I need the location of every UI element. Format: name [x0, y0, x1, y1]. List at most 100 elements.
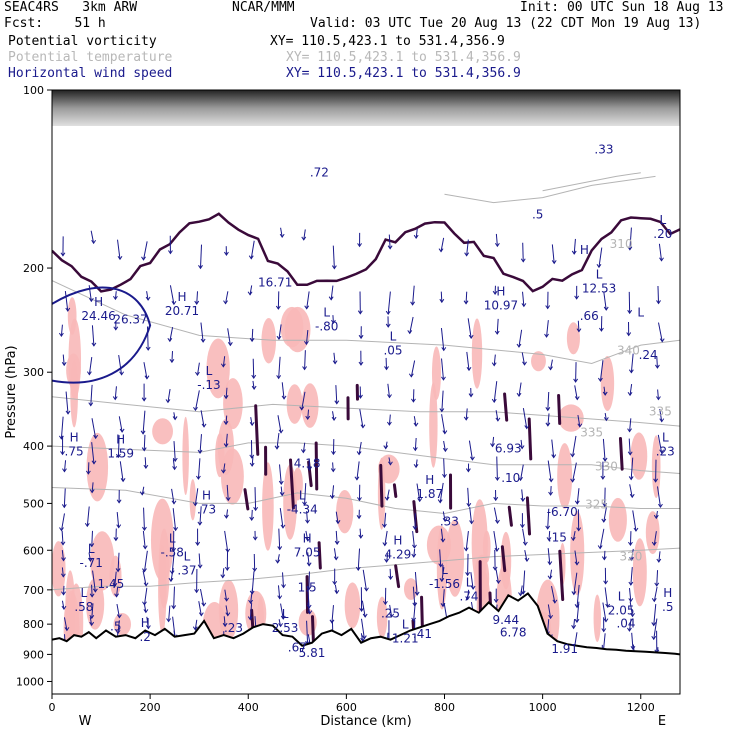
wind-vector: [91, 418, 97, 439]
theta-contour-310: [444, 175, 656, 204]
wind-vector: [493, 507, 498, 524]
wind-vector: [440, 291, 443, 303]
wind-vector-head: [249, 462, 255, 467]
wind-vector: [146, 616, 149, 629]
hl-marker: H: [580, 243, 589, 257]
wind-vector: [172, 508, 177, 531]
wind-vector-head: [114, 593, 119, 598]
hl-value: .75: [65, 445, 84, 459]
wind-vector-head: [387, 394, 392, 399]
wind-vector: [61, 600, 65, 610]
theta-label: 340: [617, 343, 640, 357]
wind-vector-head: [299, 406, 305, 411]
wind-vector-head: [194, 300, 200, 305]
wind-vector: [250, 240, 255, 259]
wind-vector-head: [142, 568, 147, 573]
wind-vector: [520, 585, 523, 596]
wind-vector: [171, 488, 175, 504]
x-tick-label: 400: [238, 701, 259, 714]
wind-vector-head: [60, 451, 65, 456]
pv-positive-patch: [150, 498, 174, 582]
wind-vector-head: [442, 517, 448, 523]
pv-high-contour: [507, 505, 513, 527]
wind-vector-head: [193, 406, 198, 412]
wind-vector: [415, 228, 418, 239]
wind-vector: [413, 602, 416, 621]
wind-vector: [308, 571, 310, 590]
wind-vector-head: [112, 396, 118, 401]
wind-vector-head: [388, 575, 394, 580]
wind-vector: [307, 602, 311, 614]
wind-vector-head: [169, 358, 175, 364]
pv-high-contour: [500, 545, 507, 573]
wind-vector-head: [653, 478, 659, 483]
hl-marker: H: [663, 586, 672, 600]
wind-vector-head: [439, 577, 445, 583]
wind-vector: [144, 457, 147, 469]
wind-vector-head: [142, 526, 147, 531]
hl-value: .5: [532, 208, 543, 222]
hl-marker: H: [303, 532, 312, 546]
wind-vector-head: [442, 430, 448, 435]
pv-positive-patch: [90, 531, 115, 591]
x-tick-label: 600: [336, 701, 357, 714]
wind-vector: [169, 285, 175, 305]
wind-vector: [223, 616, 226, 627]
theta-contour-330: [52, 442, 680, 474]
wind-vector-head: [651, 622, 657, 627]
wind-vector: [522, 408, 528, 429]
wind-vector-head: [65, 307, 71, 312]
wind-vector: [143, 434, 146, 451]
header-center: NCAR/MMM: [232, 0, 295, 15]
wind-vector: [551, 586, 556, 603]
wind-vector-head: [547, 575, 553, 580]
wind-vector: [603, 550, 606, 560]
wind-vector: [416, 483, 421, 502]
hl-value: .25: [381, 607, 400, 621]
hl-value: 1.91: [551, 642, 578, 656]
wind-vector-head: [544, 333, 549, 338]
hl-value: .73: [197, 502, 216, 516]
wind-vector-head: [413, 463, 419, 469]
pv-high-contour: [618, 436, 624, 471]
wind-vector: [118, 355, 123, 375]
wind-vector: [276, 433, 280, 449]
wind-vector: [143, 587, 148, 605]
wind-vector-head: [61, 557, 66, 562]
wind-vector: [142, 570, 147, 586]
wind-vector-head: [358, 361, 364, 366]
wind-vector-head: [249, 454, 255, 459]
wind-vector-head: [627, 451, 633, 456]
wind-vector: [252, 380, 255, 390]
wind-vector-head: [305, 519, 310, 524]
wind-vector-head: [628, 581, 634, 586]
pv-positive-patch: [376, 596, 388, 638]
theta-contour-315: [542, 172, 641, 192]
pv-positive-patch: [280, 306, 304, 348]
wind-vector-head: [574, 396, 580, 401]
hl-marker: H: [496, 284, 505, 298]
wind-vector: [629, 227, 632, 250]
wind-vector: [441, 390, 444, 412]
wind-vector-head: [440, 538, 446, 543]
wind-vector: [331, 485, 335, 499]
wind-vector-head: [112, 582, 118, 588]
wind-vector: [573, 572, 578, 595]
pv-positive-patch: [600, 355, 615, 412]
wind-vector: [468, 440, 473, 460]
pv-high-contour: [525, 496, 532, 536]
wind-vector-head: [248, 255, 254, 260]
wind-vector: [599, 360, 604, 382]
theta-contour-320: [52, 547, 680, 591]
wind-vector: [278, 356, 281, 379]
wind-vector-head: [493, 598, 499, 604]
x-tick-label: 1200: [627, 701, 655, 714]
wind-vector-head: [173, 527, 179, 532]
y-tick-label: 600: [23, 544, 44, 557]
wind-vector: [277, 554, 280, 563]
hl-value: 2.53: [272, 621, 299, 635]
wind-vector: [496, 456, 498, 481]
wind-vector: [62, 354, 65, 366]
wind-vector-head: [333, 556, 339, 561]
pv-positive-patch: [436, 526, 448, 610]
